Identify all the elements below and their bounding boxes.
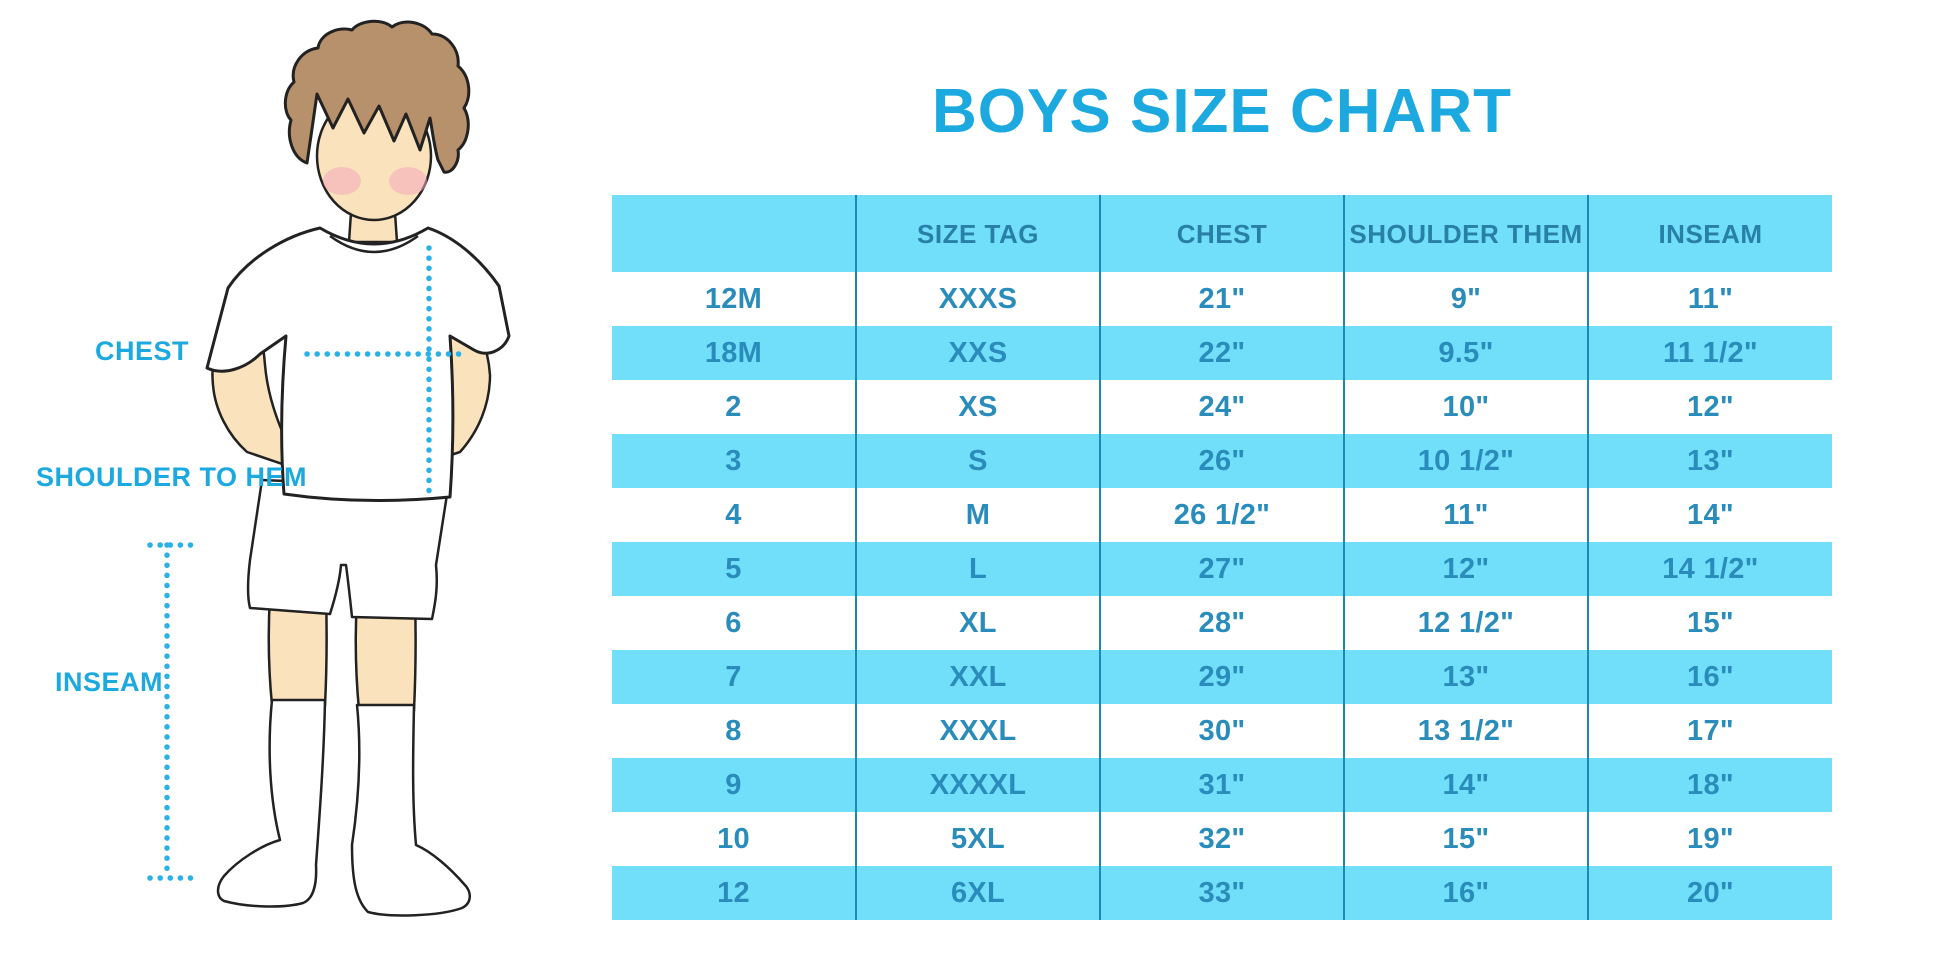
column-header: SIZE TAG [855,195,1100,272]
table-row: 2 XS 24" 10" 12" [612,380,1832,434]
table-cell: 11" [1343,488,1588,542]
table-cell: 14" [1587,488,1832,542]
table-cell: 7 [612,650,856,704]
table-cell: XS [855,380,1100,434]
table-cell: 14 1/2" [1587,542,1832,596]
table-cell: 19" [1587,812,1832,866]
shoulder-to-hem-measure-label: SHOULDER TO HEM [36,462,308,492]
table-cell: 12 [612,866,856,920]
table-row: 9 XXXXL 31" 14" 18" [612,758,1832,812]
table-row: 5 L 27" 12" 14 1/2" [612,542,1832,596]
table-cell: 32" [1099,812,1344,866]
table-cell: 11 1/2" [1587,326,1832,380]
table-cell: XXS [855,326,1100,380]
table-cell: 15" [1587,596,1832,650]
table-cell: 12" [1587,380,1832,434]
table-cell: 17" [1587,704,1832,758]
header-row: SIZE TAG CHEST SHOULDER THEM INSEAM [612,195,1832,272]
column-header [612,195,856,272]
column-header: INSEAM [1587,195,1832,272]
table-row: 12M XXXS 21" 9" 11" [612,272,1832,326]
table-cell: XXXXL [855,758,1100,812]
table-cell: 5XL [855,812,1100,866]
table-cell: 26 1/2" [1099,488,1344,542]
table-cell: 21" [1099,272,1344,326]
table-cell: 15" [1343,812,1588,866]
inseam-measure-label: INSEAM [55,667,164,697]
table-cell: XL [855,596,1100,650]
table-cell: 18M [612,326,856,380]
table-cell: 6XL [855,866,1100,920]
table-row: 3 S 26" 10 1/2" 13" [612,434,1832,488]
boy-left-cheek [323,167,361,195]
table-cell: 9" [1343,272,1588,326]
table-cell: M [855,488,1100,542]
table-cell: 24" [1099,380,1344,434]
boy-shorts [246,478,450,621]
table-cell: 2 [612,380,856,434]
boy-left-sock [216,698,327,908]
boy-illustration [147,19,511,917]
table-row: 8 XXXL 30" 13 1/2" 17" [612,704,1832,758]
table-cell: 29" [1099,650,1344,704]
table-cell: 12M [612,272,856,326]
column-header: SHOULDER THEM [1343,195,1588,272]
table-cell: 26" [1099,434,1344,488]
table-cell: 5 [612,542,856,596]
table-cell: XXXL [855,704,1100,758]
table-cell: 12 1/2" [1343,596,1588,650]
tshirt-collar-line [329,234,419,254]
table-cell: 4 [612,488,856,542]
table-cell: 18" [1587,758,1832,812]
table-cell: 10" [1343,380,1588,434]
table-cell: S [855,434,1100,488]
page-title: BOYS SIZE CHART [932,76,1512,146]
table-cell: XXL [855,650,1100,704]
table-cell: L [855,542,1100,596]
table-cell: 3 [612,434,856,488]
table-cell: 14" [1343,758,1588,812]
table-cell: 30" [1099,704,1344,758]
table-cell: 13 1/2" [1343,704,1588,758]
size-table-body: 12M XXXS 21" 9" 11" 18M XXS 22" 9.5" 11 1/2" 2 XS 24… [612,272,1832,920]
boy-right-sock [350,703,471,917]
table-cell: 11" [1587,272,1832,326]
table-cell: 22" [1099,326,1344,380]
table-cell: 10 [612,812,856,866]
table-row: 18M XXS 22" 9.5" 11 1/2" [612,326,1832,380]
table-cell: 9 [612,758,856,812]
table-cell: 12" [1343,542,1588,596]
boy-right-cheek [389,167,427,195]
table-cell: 13" [1343,650,1588,704]
table-row: 6 XL 28" 12 1/2" 15" [612,596,1832,650]
chest-measure-label: CHEST [95,336,190,366]
boy-hair [283,19,471,174]
table-cell: 8 [612,704,856,758]
table-cell: XXXS [855,272,1100,326]
table-cell: 16" [1587,650,1832,704]
table-cell: 13" [1587,434,1832,488]
size-table: SIZE TAG CHEST SHOULDER THEM INSEAM 12M XXXS… [612,195,1832,920]
table-cell: 33" [1099,866,1344,920]
table-cell: 6 [612,596,856,650]
boy-tshirt [205,226,511,502]
table-cell: 9.5" [1343,326,1588,380]
table-row: 4 M 26 1/2" 11" 14" [612,488,1832,542]
table-row: 10 5XL 32" 15" 19" [612,812,1832,866]
table-cell: 16" [1343,866,1588,920]
table-row: 7 XXL 29" 13" 16" [612,650,1832,704]
table-cell: 27" [1099,542,1344,596]
column-header: CHEST [1099,195,1344,272]
table-cell: 31" [1099,758,1344,812]
size-table-head: SIZE TAG CHEST SHOULDER THEM INSEAM [612,195,1832,272]
table-row: 12 6XL 33" 16" 20" [612,866,1832,920]
table-cell: 20" [1587,866,1832,920]
table-cell: 10 1/2" [1343,434,1588,488]
table-cell: 28" [1099,596,1344,650]
